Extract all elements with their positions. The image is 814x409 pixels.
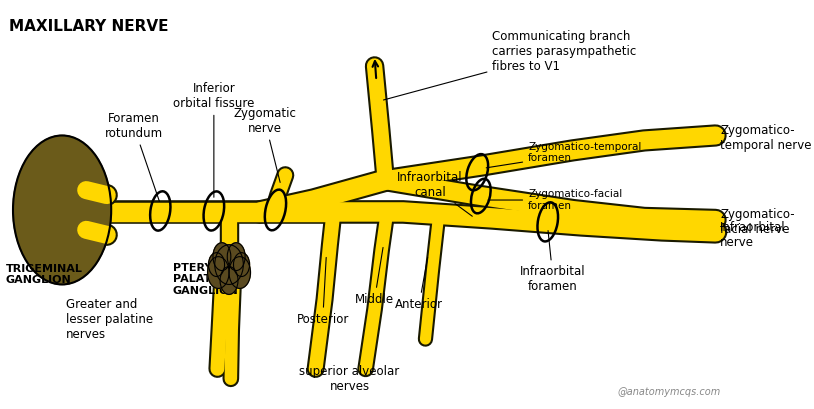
Ellipse shape (229, 256, 251, 288)
Text: Communicating branch
carries parasympathetic
fibres to V1: Communicating branch carries parasympath… (383, 29, 637, 100)
Ellipse shape (227, 243, 245, 270)
Text: Zygomatico-facial
foramen: Zygomatico-facial foramen (488, 189, 623, 211)
Text: PTERYGO-
PALATINE
GANGLION: PTERYGO- PALATINE GANGLION (173, 263, 239, 296)
Ellipse shape (208, 253, 225, 276)
Text: Greater and
lesser palatine
nerves: Greater and lesser palatine nerves (66, 298, 153, 341)
Ellipse shape (215, 245, 243, 284)
Text: @anatomymcqs.com: @anatomymcqs.com (618, 387, 721, 397)
Text: Infraorbital
nerve: Infraorbital nerve (720, 221, 786, 249)
Text: Zygomatic
nerve: Zygomatic nerve (234, 107, 296, 182)
Ellipse shape (213, 243, 231, 270)
Text: Infraorbital
canal: Infraorbital canal (397, 171, 472, 216)
Ellipse shape (13, 135, 112, 284)
Text: Zygomatico-
temporal nerve: Zygomatico- temporal nerve (720, 124, 812, 153)
Text: Infraorbital
foramen: Infraorbital foramen (520, 231, 586, 294)
Text: MAXILLARY NERVE: MAXILLARY NERVE (8, 19, 168, 34)
Text: TRIGEMINAL
GANGLION: TRIGEMINAL GANGLION (6, 264, 83, 285)
Text: Inferior
orbital fissure: Inferior orbital fissure (173, 82, 255, 197)
Text: Middle: Middle (355, 247, 394, 306)
Text: Anterior: Anterior (395, 257, 443, 311)
Ellipse shape (208, 256, 229, 288)
Ellipse shape (220, 267, 238, 294)
Ellipse shape (234, 253, 250, 276)
Text: Foramen
rotundum: Foramen rotundum (104, 112, 163, 201)
Text: Zygomatico-temporal
foramen: Zygomatico-temporal foramen (486, 142, 641, 168)
Text: Posterior: Posterior (296, 257, 349, 326)
Text: superior alveolar
nerves: superior alveolar nerves (300, 365, 400, 393)
Text: Zygomatico-
facial nerve: Zygomatico- facial nerve (720, 208, 794, 236)
